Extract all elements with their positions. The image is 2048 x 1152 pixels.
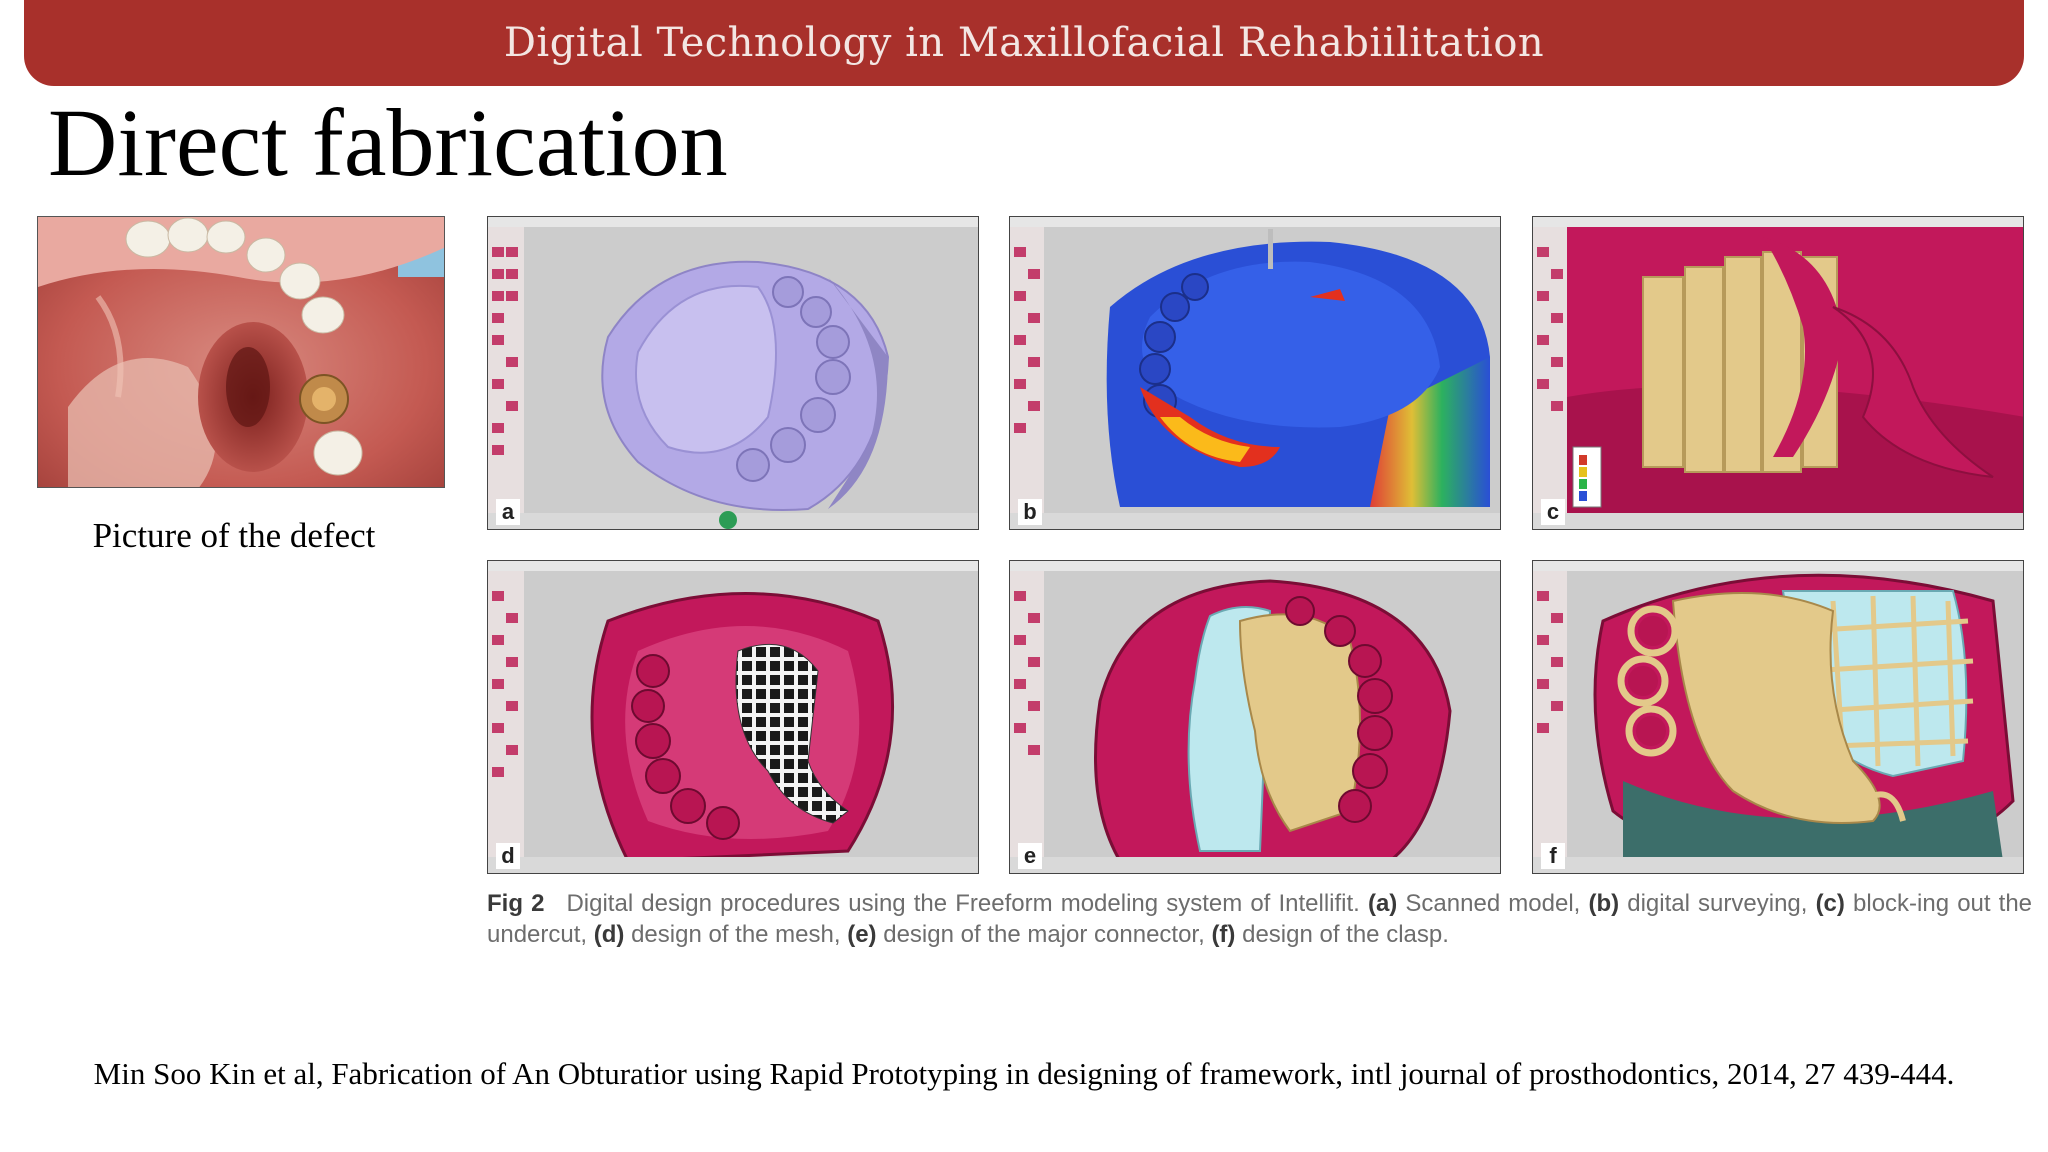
caption-tag-d: (d) [593, 921, 625, 948]
figure-panel-f: f [1532, 560, 2024, 874]
panel-label-e: e [1018, 843, 1042, 869]
caption-tag-f: (f) [1211, 921, 1236, 948]
citation: Min Soo Kin et al, Fabrication of An Obt… [93, 1056, 1955, 1091]
page-title: Direct fabrication [48, 89, 728, 196]
header-banner: Digital Technology in Maxillofacial Reha… [24, 0, 2024, 86]
panel-label-f: f [1541, 843, 1565, 869]
figure-panel-b: b [1009, 216, 1501, 530]
caption-text-e: design of the major connector, [883, 921, 1205, 948]
caption-tag-c: (c) [1815, 890, 1845, 917]
panel-label-d: d [496, 843, 520, 869]
panel-label-b: b [1018, 499, 1042, 525]
banner-title: Digital Technology in Maxillofacial Reha… [503, 20, 1545, 66]
figure-panel-c: c [1532, 216, 2024, 530]
panel-label-a: a [496, 499, 520, 525]
figure-label: Fig 2 [487, 890, 545, 917]
caption-tag-a: (a) [1367, 890, 1398, 917]
panel-label-c: c [1541, 499, 1565, 525]
caption-tag-b: (b) [1588, 890, 1620, 917]
caption-text-b: digital surveying, [1627, 890, 1808, 917]
figure-panel-a: a [487, 216, 979, 530]
caption-text-a: Scanned model, [1405, 890, 1581, 917]
defect-photo [37, 216, 445, 488]
caption-text-f: design of the clasp. [1242, 921, 1449, 948]
figure-panel-d: d [487, 560, 979, 874]
caption-intro: Digital design procedures using the Free… [566, 890, 1360, 917]
figure-caption: Fig 2 Digital design procedures using the… [487, 888, 2032, 950]
figure-panel-e: e [1009, 560, 1501, 874]
defect-caption: Picture of the defect [92, 516, 376, 555]
caption-text-d: design of the mesh, [631, 921, 841, 948]
caption-tag-e: (e) [847, 921, 877, 948]
caption-text-c: block-ing out the undercut, [487, 890, 2033, 948]
